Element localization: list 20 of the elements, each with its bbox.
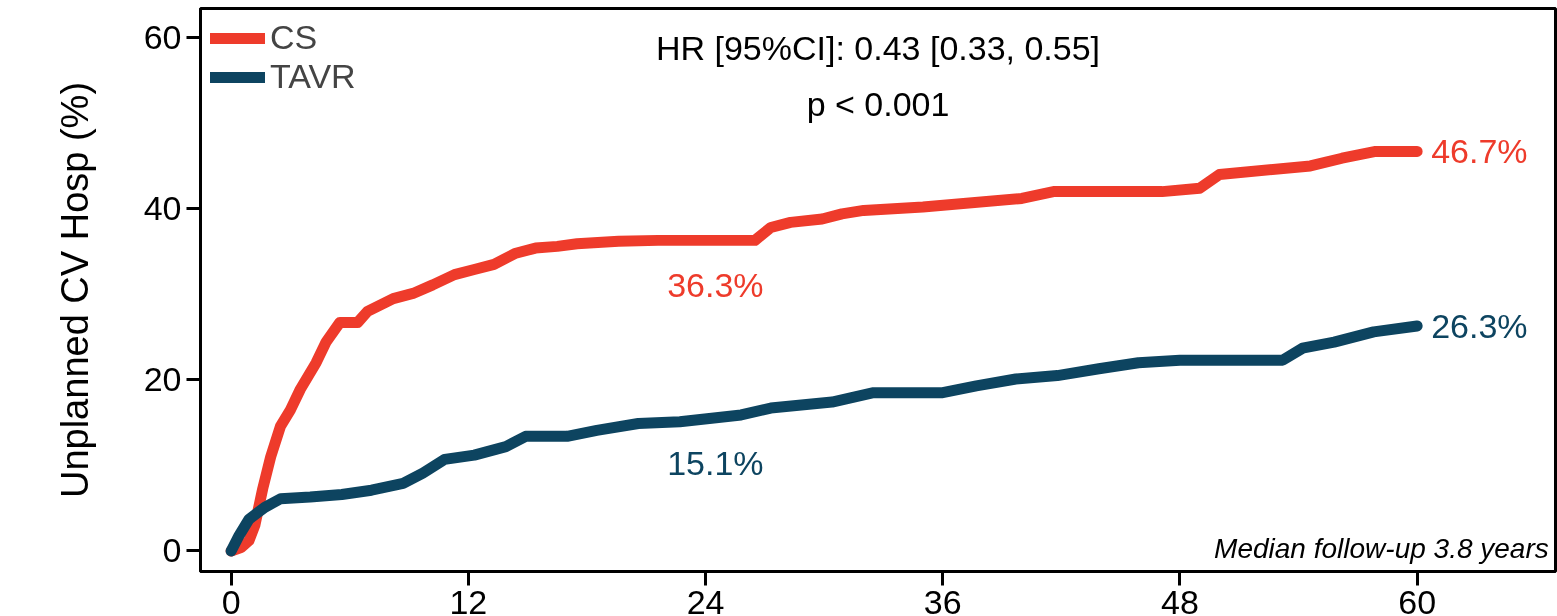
annotation: 36.3% <box>667 266 764 305</box>
x-tick-label: 48 <box>1161 582 1199 616</box>
y-tick-label: 0 <box>162 531 182 570</box>
legend-label: CS <box>270 18 318 57</box>
annotation: HR [95%CI]: 0.43 [0.33, 0.55] <box>655 28 1101 67</box>
x-tick-label: 36 <box>923 582 962 616</box>
x-tick-label: 24 <box>686 582 725 616</box>
y-tick-label: 40 <box>143 189 182 228</box>
y-axis-title: Unplanned CV Hosp (%) <box>53 81 96 499</box>
annotation: Median follow-up 3.8 years <box>1214 533 1549 565</box>
annotation: 15.1% <box>667 443 764 482</box>
y-tick-label: 20 <box>143 360 182 399</box>
annotation: 46.7% <box>1431 132 1528 171</box>
annotation: 26.3% <box>1431 306 1528 345</box>
legend-label: TAVR <box>270 57 356 96</box>
x-tick-label: 12 <box>449 582 488 616</box>
x-tick-label: 60 <box>1398 582 1437 616</box>
y-tick-label: 60 <box>143 18 182 57</box>
x-tick-label: 0 <box>221 582 241 616</box>
annotation: p < 0.001 <box>806 85 950 124</box>
